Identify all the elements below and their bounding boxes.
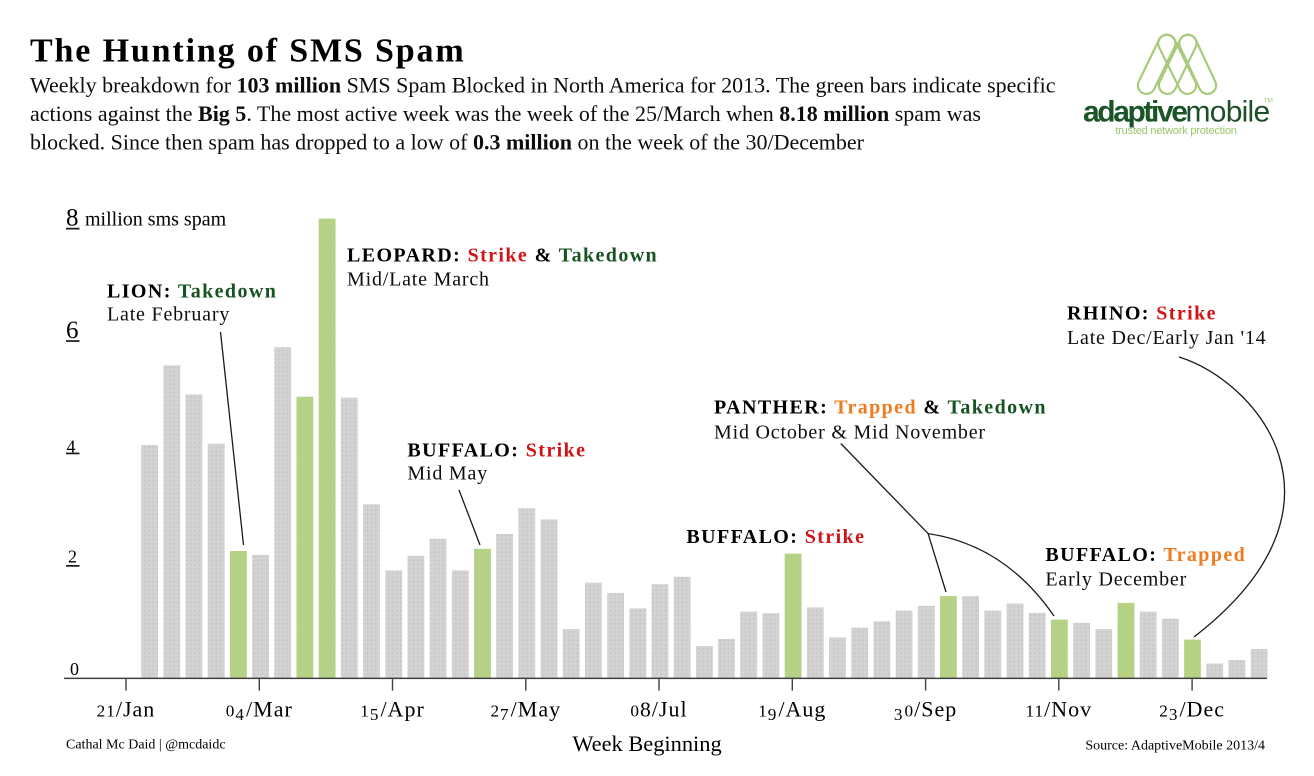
svg-text:adaptivemobile: adaptivemobile [1083, 96, 1269, 129]
svg-text:Early December: Early December [1045, 568, 1187, 590]
svg-text:RHINO: Strike: RHINO: Strike [1067, 302, 1217, 324]
svg-text:Cathal Mc Daid | @mcdaidc: Cathal Mc Daid | @mcdaidc [66, 738, 226, 753]
svg-text:0: 0 [70, 659, 79, 679]
svg-text:TM: TM [1264, 98, 1273, 105]
svg-text:BUFFALO: Strike: BUFFALO: Strike [407, 439, 586, 461]
svg-text:04 /Mar: 04 /Mar [226, 697, 293, 725]
svg-text:Mid May: Mid May [407, 463, 488, 485]
svg-text:21/Jan: 21/Jan [97, 697, 156, 722]
svg-text:2: 2 [68, 547, 77, 567]
svg-text:blocked. Since then spam has d: blocked. Since then spam has dropped to … [30, 129, 865, 154]
svg-text:11/Nov: 11/Nov [1026, 697, 1093, 722]
svg-text:Weekly breakdown for 103 milli: Weekly breakdown for 103 million SMS Spa… [30, 72, 1056, 97]
svg-text:PANTHER: Trapped & Takedown: PANTHER: Trapped & Takedown [714, 396, 1047, 418]
svg-text:actions against the Big 5. The: actions against the Big 5. The most acti… [30, 101, 981, 126]
svg-text:3 0/Sep: 3 0/Sep [894, 697, 957, 725]
svg-text:Source: AdaptiveMobile 2013/4: Source: AdaptiveMobile 2013/4 [1085, 739, 1265, 754]
svg-text:Mid October & Mid November: Mid October & Mid November [714, 422, 986, 444]
svg-text:08/Jul: 08/Jul [630, 697, 687, 722]
svg-text:6: 6 [66, 317, 79, 344]
svg-text:trusted network protection: trusted network protection [1115, 125, 1236, 137]
svg-text:8: 8 [66, 205, 79, 232]
svg-text:Late February: Late February [107, 304, 230, 326]
svg-text:4: 4 [67, 437, 76, 457]
svg-text:BUFFALO: Trapped: BUFFALO: Trapped [1045, 544, 1246, 566]
svg-text:Mid/Late March: Mid/Late March [347, 269, 490, 291]
svg-text:LEOPARD: Strike & Takedown: LEOPARD: Strike & Takedown [347, 244, 658, 266]
svg-text:LION: Takedown: LION: Takedown [107, 280, 277, 302]
svg-text:BUFFALO: Strike: BUFFALO: Strike [686, 526, 865, 548]
svg-text:Week Beginning: Week Beginning [572, 731, 721, 756]
svg-text:Late Dec/Early Jan '14: Late Dec/Early Jan '14 [1067, 327, 1266, 349]
svg-text:The Hunting of SMS Spam: The Hunting of SMS Spam [30, 33, 466, 70]
svg-text:million sms spam: million sms spam [85, 209, 227, 231]
